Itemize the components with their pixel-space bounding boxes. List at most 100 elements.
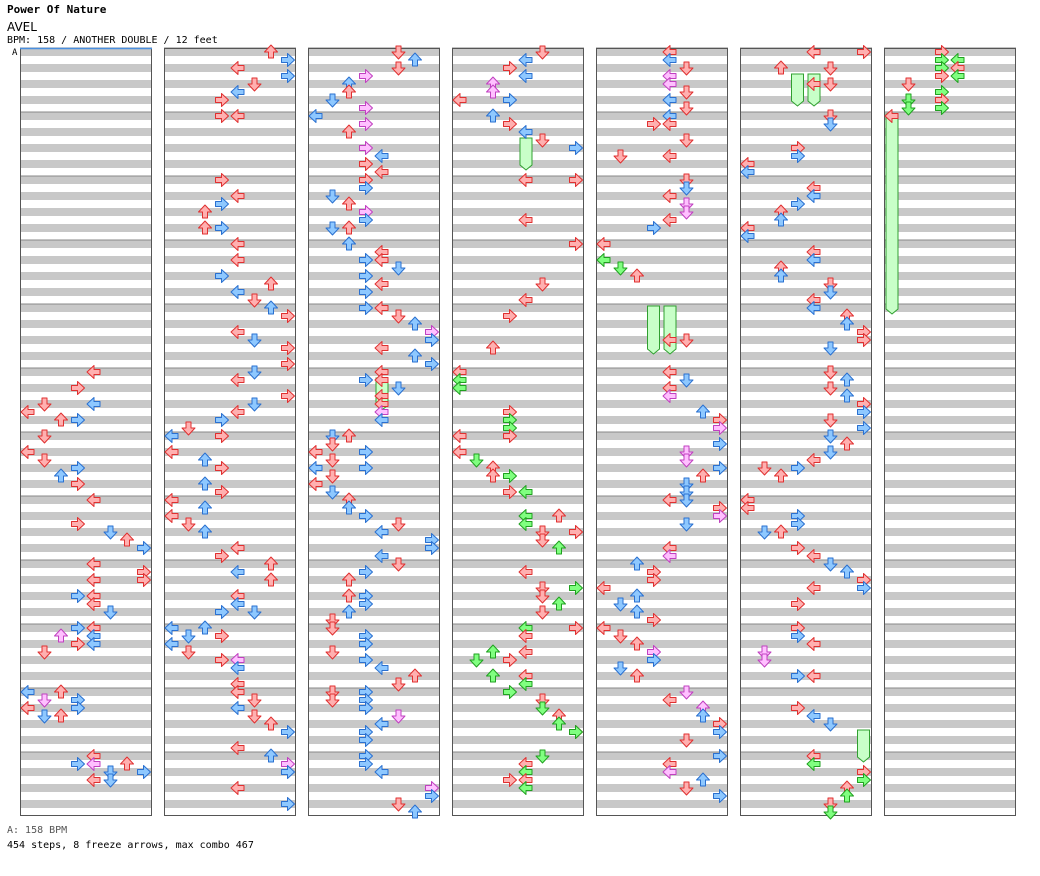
step-arrow-right bbox=[359, 173, 373, 187]
step-arrow-right bbox=[215, 653, 229, 667]
step-arrow-up bbox=[840, 436, 854, 451]
beat-band bbox=[884, 672, 1016, 680]
beat-band bbox=[308, 304, 440, 312]
step-arrow-left bbox=[662, 117, 677, 131]
beat-band bbox=[164, 624, 296, 632]
step-arrow-right bbox=[71, 621, 85, 635]
step-arrow-left bbox=[662, 189, 677, 203]
step-arrow-right bbox=[713, 725, 727, 739]
beat-band bbox=[740, 208, 872, 216]
beat-band bbox=[452, 672, 584, 680]
step-arrow-down bbox=[823, 285, 838, 300]
beat-band bbox=[20, 576, 152, 584]
beat-band bbox=[164, 432, 296, 440]
beat-band bbox=[596, 784, 728, 792]
step-arrow-down bbox=[679, 517, 694, 532]
beat-band bbox=[164, 768, 296, 776]
beat-band bbox=[884, 48, 1016, 56]
beat-band bbox=[596, 752, 728, 760]
step-arrow-down bbox=[679, 493, 694, 508]
step-arrow-down bbox=[325, 485, 340, 500]
beat-band bbox=[20, 400, 152, 408]
beat-band bbox=[20, 176, 152, 184]
beat-band bbox=[740, 272, 872, 280]
beat-band bbox=[20, 592, 152, 600]
step-arrow-up bbox=[408, 804, 422, 819]
step-arrow-right bbox=[425, 781, 439, 795]
step-arrow-down bbox=[391, 381, 406, 396]
step-arrow-down bbox=[679, 781, 694, 796]
beat-band bbox=[452, 656, 584, 664]
beat-band bbox=[452, 736, 584, 744]
beat-band bbox=[884, 432, 1016, 440]
step-arrow-down bbox=[679, 61, 694, 76]
step-arrow-right bbox=[359, 141, 373, 155]
beat-band bbox=[884, 624, 1016, 632]
step-arrow-down bbox=[613, 149, 628, 164]
step-arrow-down bbox=[247, 397, 262, 412]
step-arrow-right bbox=[137, 565, 151, 579]
step-arrow-up bbox=[54, 412, 68, 427]
step-arrow-left bbox=[20, 701, 35, 715]
beat-band bbox=[308, 704, 440, 712]
step-arrow-left bbox=[950, 69, 965, 83]
step-arrow-right bbox=[281, 341, 295, 355]
step-arrow-down bbox=[37, 645, 52, 660]
beat-band bbox=[308, 528, 440, 536]
step-arrow-up bbox=[198, 452, 212, 467]
step-arrow-down bbox=[823, 717, 838, 732]
step-arrow-right bbox=[503, 309, 517, 323]
step-arrow-down bbox=[37, 709, 52, 724]
beat-band bbox=[884, 176, 1016, 184]
beat-band bbox=[884, 128, 1016, 136]
beat-band bbox=[740, 288, 872, 296]
step-arrow-down bbox=[679, 733, 694, 748]
step-arrow-down bbox=[679, 101, 694, 116]
step-arrow-right bbox=[359, 69, 373, 83]
step-arrow-right bbox=[647, 573, 661, 587]
beat-band bbox=[308, 208, 440, 216]
step-arrow-up bbox=[486, 668, 500, 683]
beat-band bbox=[884, 448, 1016, 456]
step-arrow-left bbox=[518, 213, 533, 227]
beat-band bbox=[596, 80, 728, 88]
step-arrow-down bbox=[679, 181, 694, 196]
beat-band bbox=[452, 384, 584, 392]
step-arrow-left bbox=[662, 549, 677, 563]
step-arrow-down bbox=[679, 453, 694, 468]
beat-band bbox=[596, 528, 728, 536]
step-arrow-right bbox=[215, 109, 229, 123]
step-arrow-down bbox=[757, 461, 772, 476]
beat-band bbox=[452, 544, 584, 552]
step-arrow-left bbox=[230, 285, 245, 299]
beat-band bbox=[308, 576, 440, 584]
beat-band bbox=[452, 288, 584, 296]
step-arrow-up bbox=[774, 268, 788, 283]
beat-band bbox=[596, 96, 728, 104]
step-arrow-right bbox=[713, 461, 727, 475]
step-arrow-down bbox=[757, 645, 772, 660]
step-arrow-down bbox=[325, 645, 340, 660]
step-arrow-left bbox=[662, 389, 677, 403]
beat-band bbox=[308, 96, 440, 104]
freeze-arrow bbox=[519, 137, 533, 171]
step-arrow-up bbox=[486, 468, 500, 483]
step-arrow-right bbox=[359, 693, 373, 707]
step-arrow-down bbox=[325, 453, 340, 468]
step-arrow-left bbox=[20, 445, 35, 459]
step-arrow-right bbox=[215, 629, 229, 643]
step-arrow-left bbox=[806, 757, 821, 771]
beat-band bbox=[596, 352, 728, 360]
beat-band bbox=[20, 480, 152, 488]
beat-band bbox=[164, 96, 296, 104]
step-arrow-down bbox=[679, 333, 694, 348]
beat-band bbox=[740, 160, 872, 168]
beat-band bbox=[308, 384, 440, 392]
step-arrow-right bbox=[935, 69, 949, 83]
step-arrow-down bbox=[679, 445, 694, 460]
step-arrow-left bbox=[740, 501, 755, 515]
step-arrow-right bbox=[359, 733, 373, 747]
step-arrow-down bbox=[679, 485, 694, 500]
step-arrow-right bbox=[215, 197, 229, 211]
step-arrow-left bbox=[740, 165, 755, 179]
